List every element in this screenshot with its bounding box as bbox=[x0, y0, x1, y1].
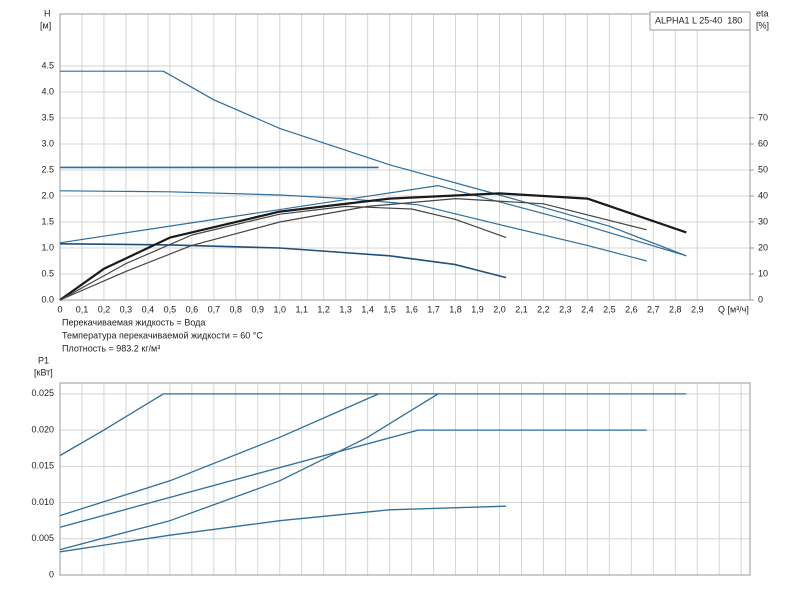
curve bbox=[59, 393, 379, 517]
x-tick-label: 0,1 bbox=[76, 304, 89, 314]
eta-axis-unit: [%] bbox=[756, 20, 769, 30]
plot-frame bbox=[59, 382, 751, 576]
y-tick-label: 1.5 bbox=[41, 216, 54, 226]
y2-tick-label: 50 bbox=[758, 164, 768, 174]
x-tick-label: 1,5 bbox=[383, 304, 396, 314]
note: Перекачиваемая жидкость = Вода bbox=[62, 317, 205, 327]
y-tick-label: 0 bbox=[49, 569, 54, 579]
y2-tick-label: 10 bbox=[758, 268, 768, 278]
note: Температура перекачиваемой жидкости = 60… bbox=[62, 330, 263, 340]
x-tick-label: 0,8 bbox=[230, 304, 243, 314]
x-tick-label: 2,0 bbox=[493, 304, 506, 314]
y-tick-label: 3.0 bbox=[41, 138, 54, 148]
x-tick-label: 2,4 bbox=[581, 304, 594, 314]
x-tick-label: 2,2 bbox=[537, 304, 550, 314]
h-axis-unit: [м] bbox=[40, 20, 51, 30]
y-tick-label: 0.5 bbox=[41, 268, 54, 278]
y2-tick-label: 30 bbox=[758, 216, 768, 226]
curve bbox=[59, 429, 647, 528]
model-box bbox=[649, 11, 751, 31]
curve bbox=[59, 505, 507, 553]
y2-tick-label: 70 bbox=[758, 112, 768, 122]
y-tick-label: 2.0 bbox=[41, 190, 54, 200]
x-tick-label: 2,5 bbox=[603, 304, 616, 314]
y-tick-label: 4.0 bbox=[41, 86, 54, 96]
x-tick-label: 1,8 bbox=[449, 304, 462, 314]
y-tick-label: 0.015 bbox=[31, 461, 54, 471]
x-tick-label: 0,7 bbox=[208, 304, 221, 314]
x-tick-label: 2,9 bbox=[691, 304, 704, 314]
x-tick-label: 1,6 bbox=[405, 304, 418, 314]
x-tick-label: 2,1 bbox=[515, 304, 528, 314]
y2-tick-label: 60 bbox=[758, 138, 768, 148]
curve bbox=[59, 198, 647, 301]
y2-tick-label: 0 bbox=[758, 294, 763, 304]
q-axis-label: Q [м³/ч] bbox=[718, 304, 749, 314]
model-label: ALPHA1 L 25-40 180 bbox=[655, 15, 742, 25]
h-axis-label: H bbox=[44, 8, 51, 18]
x-tick-label: 1,7 bbox=[427, 304, 440, 314]
x-tick-label: 2,6 bbox=[625, 304, 638, 314]
curve bbox=[59, 192, 687, 301]
x-tick-label: 2,8 bbox=[669, 304, 682, 314]
x-tick-label: 0,5 bbox=[164, 304, 177, 314]
p1-axis-label: P1 bbox=[38, 355, 49, 365]
curve bbox=[59, 205, 507, 301]
curve bbox=[59, 190, 647, 262]
curve bbox=[60, 70, 687, 257]
x-tick-label: 2,7 bbox=[647, 304, 660, 314]
curve bbox=[59, 243, 507, 279]
x-tick-label: 0,9 bbox=[252, 304, 265, 314]
y2-tick-label: 20 bbox=[758, 242, 768, 252]
y-tick-label: 3.5 bbox=[41, 112, 54, 122]
x-tick-label: 1,9 bbox=[471, 304, 484, 314]
p1-axis-unit: [кВт] bbox=[34, 367, 53, 377]
x-tick-label: 0 bbox=[57, 304, 62, 314]
note: Плотность = 983.2 кг/м³ bbox=[62, 343, 160, 353]
y-tick-label: 0.005 bbox=[31, 533, 54, 543]
x-tick-label: 1,4 bbox=[361, 304, 374, 314]
x-tick-label: 0,6 bbox=[186, 304, 199, 314]
y2-tick-label: 40 bbox=[758, 190, 768, 200]
x-tick-label: 1,3 bbox=[339, 304, 352, 314]
curve bbox=[59, 393, 687, 457]
y-tick-label: 2.5 bbox=[41, 164, 54, 174]
y-tick-label: 0.020 bbox=[31, 424, 54, 434]
y-tick-label: 0.010 bbox=[31, 497, 54, 507]
x-tick-label: 1,1 bbox=[295, 304, 308, 314]
curve bbox=[59, 393, 439, 551]
plot-frame bbox=[59, 13, 751, 301]
x-tick-label: 1,2 bbox=[317, 304, 330, 314]
y-tick-label: 4.5 bbox=[41, 60, 54, 70]
x-tick-label: 1,0 bbox=[273, 304, 286, 314]
y-tick-label: 0.0 bbox=[41, 294, 54, 304]
y-tick-label: 1.0 bbox=[41, 242, 54, 252]
x-tick-label: 0,2 bbox=[98, 304, 111, 314]
curve bbox=[59, 185, 687, 257]
plots: 0 0,1 0,2 0,3 0,4 0,5 0,6 0,7 0,8 0,9 1,0 1,1 1,2 1,3… bbox=[31, 13, 768, 579]
y-tick-label: 0.025 bbox=[31, 388, 54, 398]
eta-axis-label: eta bbox=[756, 8, 769, 18]
x-tick-label: 0,3 bbox=[120, 304, 133, 314]
x-tick-label: 0,4 bbox=[142, 304, 155, 314]
x-tick-label: 2,3 bbox=[559, 304, 572, 314]
